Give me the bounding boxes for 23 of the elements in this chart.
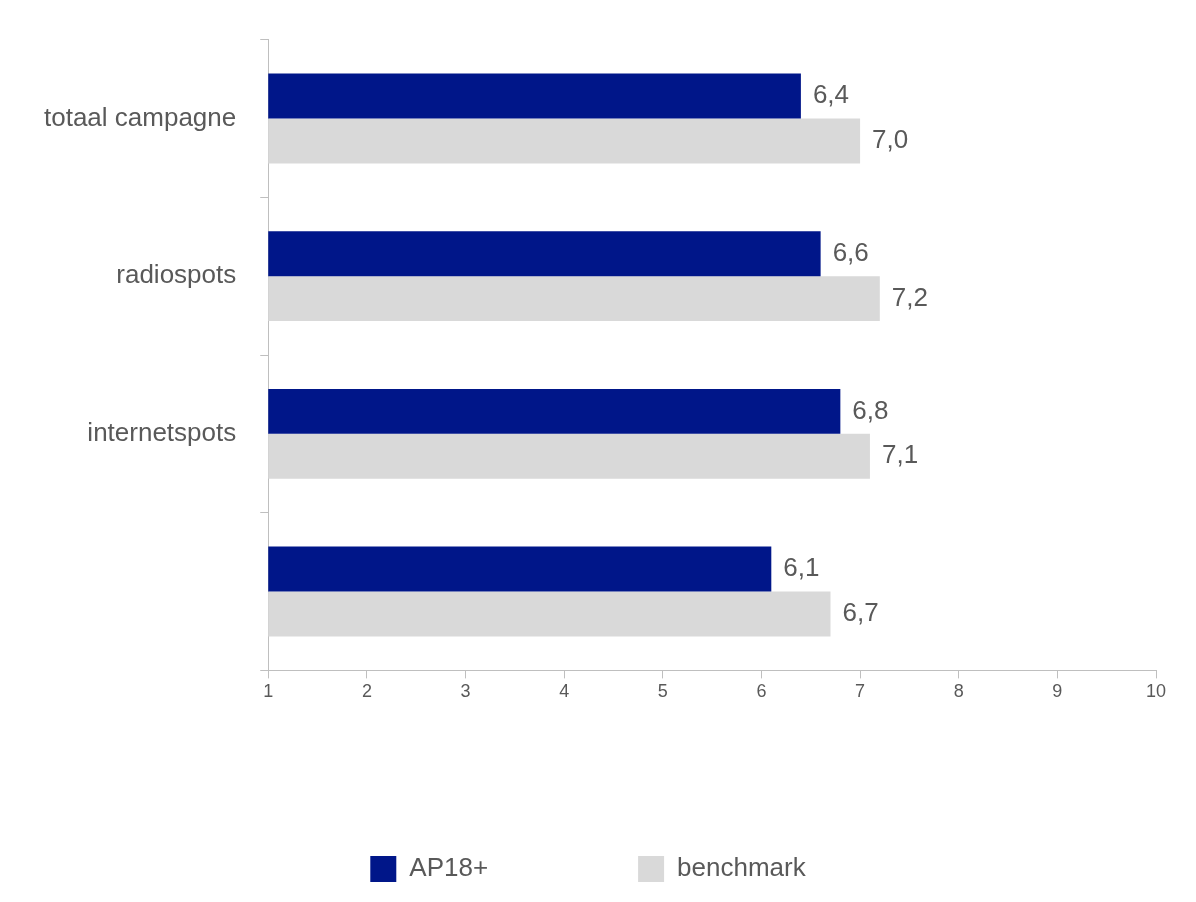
x-tick-label: 9 — [1052, 681, 1063, 702]
x-tick-label: 3 — [460, 681, 471, 702]
data-label: 6,8 — [852, 394, 889, 425]
data-label: 7,0 — [872, 124, 909, 155]
data-label: 7,1 — [881, 439, 919, 470]
legend-label: benchmark — [677, 852, 807, 883]
x-tick-label: 1 — [263, 681, 274, 702]
x-tick-label: 7 — [855, 681, 866, 702]
x-tick-label: 8 — [953, 681, 964, 702]
x-tick-label: 6 — [756, 681, 767, 702]
data-label: 7,2 — [891, 281, 928, 312]
data-label: 6,4 — [812, 79, 850, 110]
y-tick-label: internetspots — [87, 417, 237, 448]
x-tick-label: 4 — [559, 681, 570, 702]
legend-label: AP18+ — [409, 852, 489, 883]
y-tick-label: totaal campagne — [44, 101, 237, 132]
x-tick-label: 10 — [1145, 681, 1167, 702]
data-label: 6,7 — [842, 597, 879, 628]
data-label: 6,1 — [783, 552, 820, 583]
y-tick-label: radiospots — [116, 259, 237, 290]
data-label: 6,6 — [832, 236, 869, 267]
x-tick-label: 5 — [657, 681, 668, 702]
x-tick-label: 2 — [361, 681, 372, 702]
